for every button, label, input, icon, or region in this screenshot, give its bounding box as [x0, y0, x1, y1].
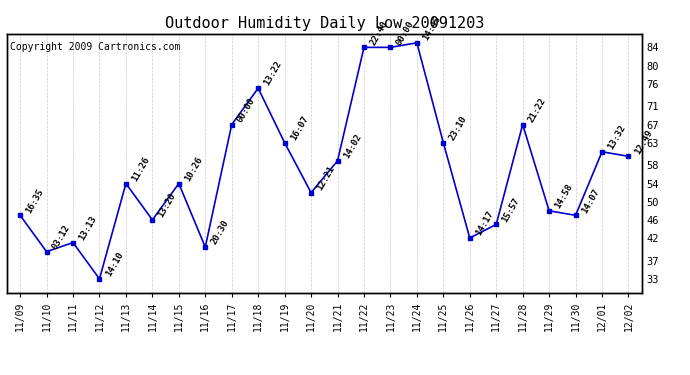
Text: 23:10: 23:10 — [448, 114, 469, 142]
Text: 22:40: 22:40 — [368, 19, 389, 46]
Text: Copyright 2009 Cartronics.com: Copyright 2009 Cartronics.com — [10, 42, 181, 51]
Text: 15:57: 15:57 — [500, 196, 522, 223]
Text: 03:12: 03:12 — [51, 223, 72, 251]
Text: 00:00: 00:00 — [395, 19, 416, 46]
Text: 20:30: 20:30 — [210, 219, 230, 246]
Text: 13:13: 13:13 — [77, 214, 99, 242]
Text: 11:26: 11:26 — [130, 155, 151, 183]
Text: 16:35: 16:35 — [24, 187, 46, 214]
Text: 14:17: 14:17 — [474, 210, 495, 237]
Text: 12:21: 12:21 — [315, 164, 337, 192]
Text: 16:07: 16:07 — [289, 114, 310, 142]
Text: 14:58: 14:58 — [553, 182, 575, 210]
Text: 14:07: 14:07 — [580, 187, 601, 214]
Text: 14:45: 14:45 — [421, 14, 442, 42]
Text: 10:26: 10:26 — [183, 155, 204, 183]
Text: 13:22: 13:22 — [262, 60, 284, 87]
Text: 12:49: 12:49 — [633, 128, 654, 156]
Text: 21:22: 21:22 — [527, 96, 548, 124]
Text: 14:02: 14:02 — [342, 132, 363, 160]
Text: 13:20: 13:20 — [157, 191, 178, 219]
Text: 13:32: 13:32 — [607, 123, 627, 151]
Text: 00:00: 00:00 — [236, 96, 257, 124]
Title: Outdoor Humidity Daily Low 20091203: Outdoor Humidity Daily Low 20091203 — [165, 16, 484, 31]
Text: 14:10: 14:10 — [104, 251, 125, 278]
